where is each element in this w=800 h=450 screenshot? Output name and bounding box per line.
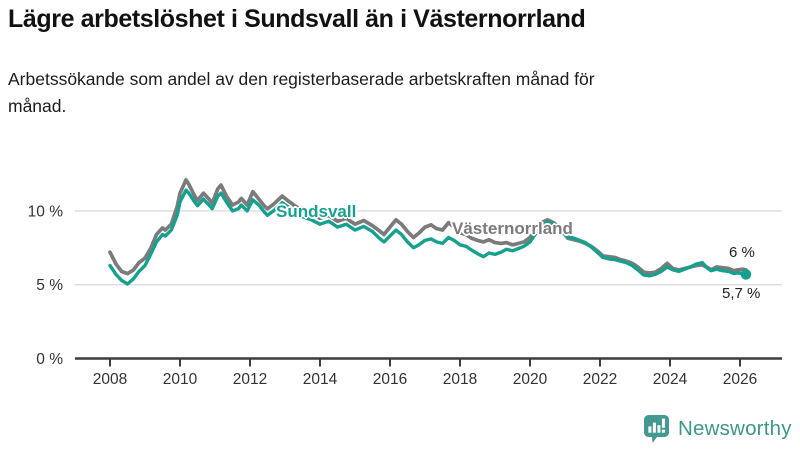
series-label-vasternorrland: Västernorrland [452, 219, 573, 238]
newsworthy-logo: Newsworthy [643, 414, 792, 444]
x-tick-label-2018: 2018 [443, 371, 477, 388]
x-tick-label-2022: 2022 [583, 371, 617, 388]
x-tick-label-2016: 2016 [373, 371, 407, 388]
newsworthy-wordmark: Newsworthy [678, 417, 792, 440]
x-tick-label-2020: 2020 [513, 371, 548, 388]
end-dot-sundsvall [740, 269, 752, 280]
x-tick-label-2010: 2010 [163, 371, 198, 388]
series-label-sundsvall: Sundsvall [276, 202, 357, 221]
y-tick-label-5: 5 % [36, 277, 63, 294]
bar-chart-speech-bubble-icon [644, 415, 669, 443]
end-value-label-sundsvall: 5,7 % [722, 285, 761, 302]
page-title: Lägre arbetslöshet i Sundsvall än i Väst… [8, 5, 586, 33]
line-vasternorrland [108, 178, 748, 276]
y-tick-label-10: 10 % [28, 203, 64, 220]
y-tick-label-0: 0 % [36, 351, 63, 368]
x-tick-label-2012: 2012 [233, 371, 267, 388]
x-tick-label-2014: 2014 [303, 371, 338, 388]
x-tick-label-2024: 2024 [653, 371, 688, 388]
x-tick-label-2008: 2008 [93, 371, 127, 388]
x-tick-label-2026: 2026 [723, 371, 757, 388]
page-subtitle: Arbetssökande som andel av den registerb… [8, 69, 595, 116]
line-sundsvall [108, 188, 748, 286]
end-value-label-vasternorrland: 6 % [729, 244, 755, 261]
